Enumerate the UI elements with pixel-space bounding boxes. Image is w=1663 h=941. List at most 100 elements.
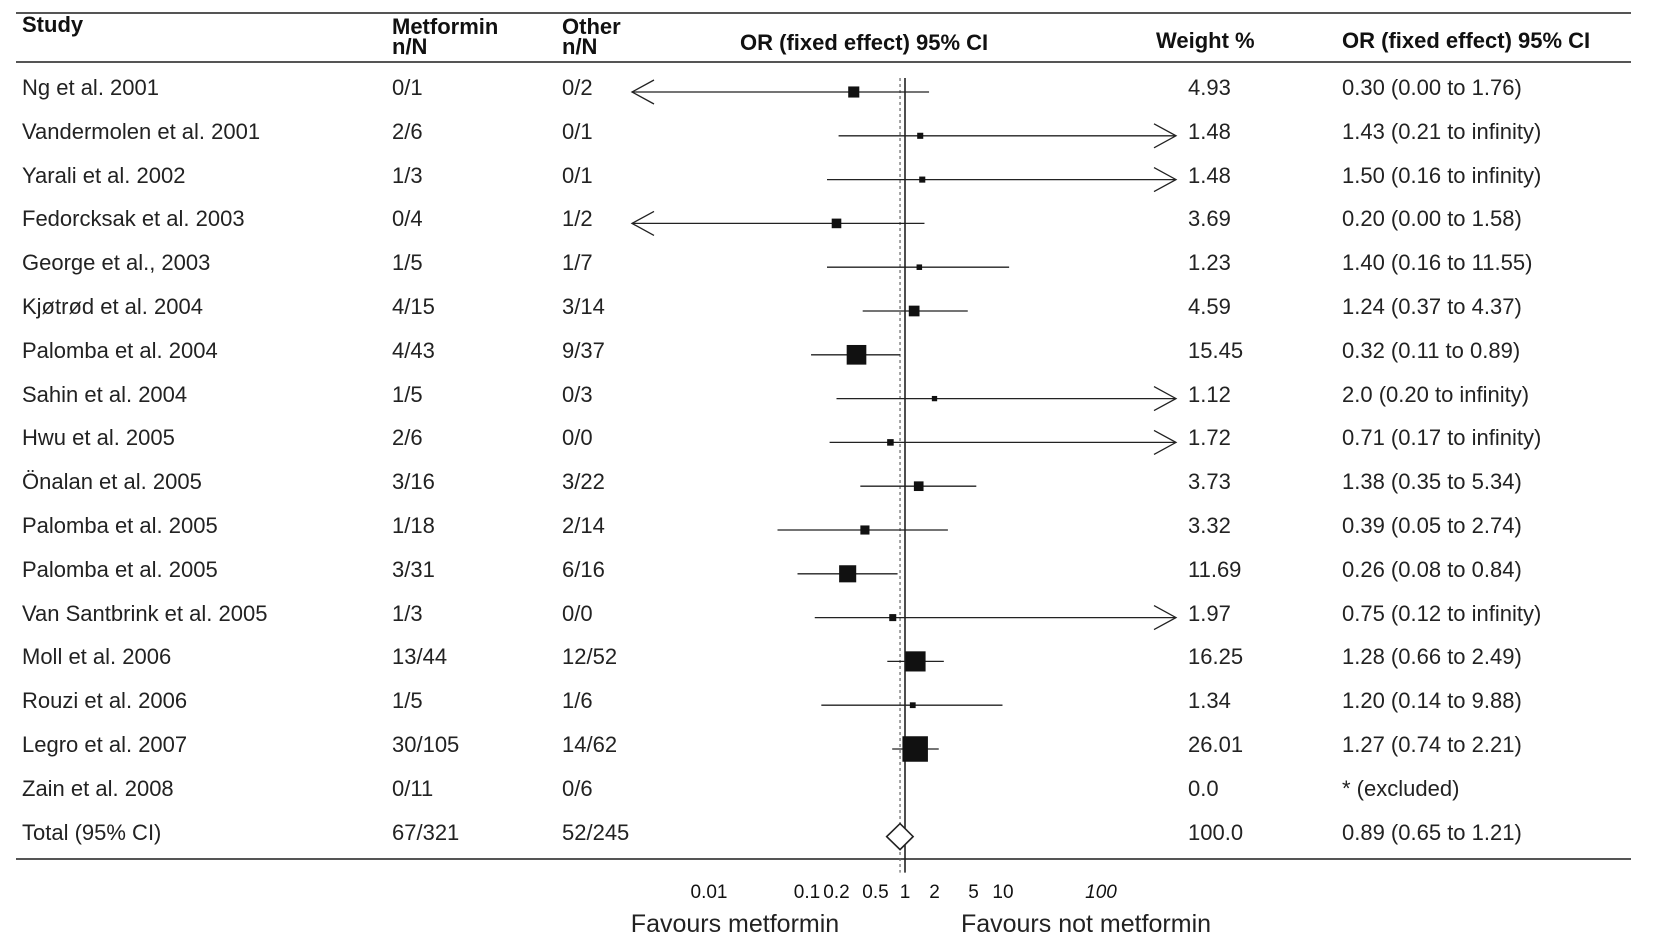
cell-weight: 1.12 xyxy=(1188,381,1231,407)
cell-other: 3/14 xyxy=(562,294,605,319)
cell-weight: 3.69 xyxy=(1188,206,1231,232)
ci-arrow-left xyxy=(630,210,655,236)
point-estimate xyxy=(917,132,924,139)
cell-study: George et al., 2003 xyxy=(22,250,211,276)
cell-or: 0.89 (0.65 to 1.21) xyxy=(1342,819,1522,845)
x-tick-label: 100 xyxy=(1085,882,1117,903)
header-other-sub: n/N xyxy=(562,34,598,59)
cell-metformin: 0/11 xyxy=(392,775,434,801)
cell-weight: 11.69 xyxy=(1188,556,1242,582)
cell-study: Rouzi et al. 2006 xyxy=(22,688,188,714)
cell-or: 2.0 (0.20 to infinity) xyxy=(1342,381,1530,407)
cell-metformin: 30/105 xyxy=(392,732,460,757)
cell-weight: 15.45 xyxy=(1188,337,1244,363)
header-rule xyxy=(16,61,1631,63)
cell-weight: 1.48 xyxy=(1188,162,1231,188)
ci-arrow-right xyxy=(1153,605,1178,631)
cell-other: 12/52 xyxy=(562,644,618,670)
point-estimate xyxy=(831,218,842,229)
cell-weight: 26.01 xyxy=(1188,732,1244,757)
cell-metformin: 3/31 xyxy=(392,556,435,582)
cell-weight: 1.72 xyxy=(1188,425,1231,451)
cell-metformin: 3/16 xyxy=(392,469,435,495)
x-tick-label: 10 xyxy=(992,882,1013,903)
cell-or: 1.20 (0.14 to 9.88) xyxy=(1342,688,1522,714)
cell-weight: 100.0 xyxy=(1188,819,1244,845)
cell-other: 3/22 xyxy=(562,469,605,495)
cell-study: Van Santbrink et al. 2005 xyxy=(22,600,268,626)
header-weight: Weight % xyxy=(1156,28,1255,53)
ci-arrow-right xyxy=(1153,123,1178,149)
cell-metformin: 1/18 xyxy=(392,513,435,538)
cell-other: 1/6 xyxy=(562,688,593,714)
cell-or: 1.27 (0.74 to 2.21) xyxy=(1342,732,1522,757)
cell-other: 0/0 xyxy=(562,600,593,626)
cell-other: 14/62 xyxy=(562,732,618,757)
cell-study: Palomba et al. 2005 xyxy=(22,513,218,538)
cell-metformin: 13/44 xyxy=(392,644,448,670)
cell-study: Ng et al. 2001 xyxy=(22,75,159,100)
cell-weight: 1.23 xyxy=(1188,250,1231,276)
x-tick-label: 0.5 xyxy=(862,882,888,903)
cell-or: 0.71 (0.17 to infinity) xyxy=(1342,425,1542,451)
x-tick-label: 1 xyxy=(900,882,911,903)
cell-study: Legro et al. 2007 xyxy=(22,732,188,757)
cell-other: 0/1 xyxy=(562,118,593,144)
cell-metformin: 1/5 xyxy=(392,381,423,407)
cell-other: 1/2 xyxy=(562,206,593,232)
point-estimate xyxy=(931,395,938,402)
cell-or: 1.43 (0.21 to infinity) xyxy=(1342,118,1542,144)
cell-metformin: 4/15 xyxy=(392,294,435,319)
cell-other: 1/7 xyxy=(562,250,593,276)
header-metformin: Metformin xyxy=(392,14,499,39)
cell-study: Önalan et al. 2005 xyxy=(22,469,202,495)
cell-weight: 3.32 xyxy=(1188,513,1231,538)
cell-weight: 1.97 xyxy=(1188,600,1231,626)
cell-other: 2/14 xyxy=(562,513,605,538)
cell-weight: 1.34 xyxy=(1188,688,1231,714)
cell-or: * (excluded) xyxy=(1342,775,1460,801)
cell-study: Palomba et al. 2005 xyxy=(22,556,218,582)
cell-metformin: 1/3 xyxy=(392,162,423,188)
cell-or: 1.40 (0.16 to 11.55) xyxy=(1342,250,1533,276)
cell-other: 52/245 xyxy=(562,819,630,845)
point-estimate xyxy=(916,264,923,270)
cell-or: 1.24 (0.37 to 4.37) xyxy=(1342,294,1522,319)
cell-study: Total (95% CI) xyxy=(22,819,162,845)
cell-metformin: 4/43 xyxy=(392,337,435,363)
cell-weight: 16.25 xyxy=(1188,644,1244,670)
cell-or: 0.30 (0.00 to 1.76) xyxy=(1342,75,1522,100)
header-or: OR (fixed effect) 95% CI xyxy=(1342,28,1591,53)
cell-metformin: 67/321 xyxy=(392,819,460,845)
favours-left-label: Favours metformin xyxy=(631,910,839,938)
cell-other: 6/16 xyxy=(562,556,605,582)
cell-weight: 3.73 xyxy=(1188,469,1231,495)
cell-study: Yarali et al. 2002 xyxy=(22,162,186,188)
ci-arrow-right xyxy=(1153,167,1178,193)
cell-study: Kjøtrød et al. 2004 xyxy=(22,294,203,319)
x-tick-label: 0.1 xyxy=(794,882,820,903)
point-estimate xyxy=(905,651,926,672)
top-rule xyxy=(16,12,1631,14)
cell-metformin: 0/4 xyxy=(392,206,423,232)
cell-metformin: 2/6 xyxy=(392,118,423,144)
x-tick-label: 0.01 xyxy=(691,882,728,903)
cell-metformin: 1/3 xyxy=(392,600,423,626)
ci-arrow-right xyxy=(1153,429,1178,455)
cell-study: Moll et al. 2006 xyxy=(22,644,172,670)
header-metformin-sub: n/N xyxy=(392,34,428,59)
point-estimate xyxy=(913,481,924,492)
point-estimate xyxy=(919,176,926,183)
cell-metformin: 1/5 xyxy=(392,250,423,276)
point-estimate xyxy=(839,565,857,583)
point-estimate xyxy=(902,736,928,762)
header-plot: OR (fixed effect) 95% CI xyxy=(740,30,989,55)
cell-or: 0.20 (0.00 to 1.58) xyxy=(1342,206,1522,232)
cell-weight: 0.0 xyxy=(1188,775,1219,801)
cell-or: 0.39 (0.05 to 2.74) xyxy=(1342,513,1522,538)
point-estimate xyxy=(908,305,920,317)
cell-other: 0/3 xyxy=(562,381,593,407)
cell-weight: 1.48 xyxy=(1188,118,1231,144)
bottom-rule xyxy=(16,858,1631,860)
